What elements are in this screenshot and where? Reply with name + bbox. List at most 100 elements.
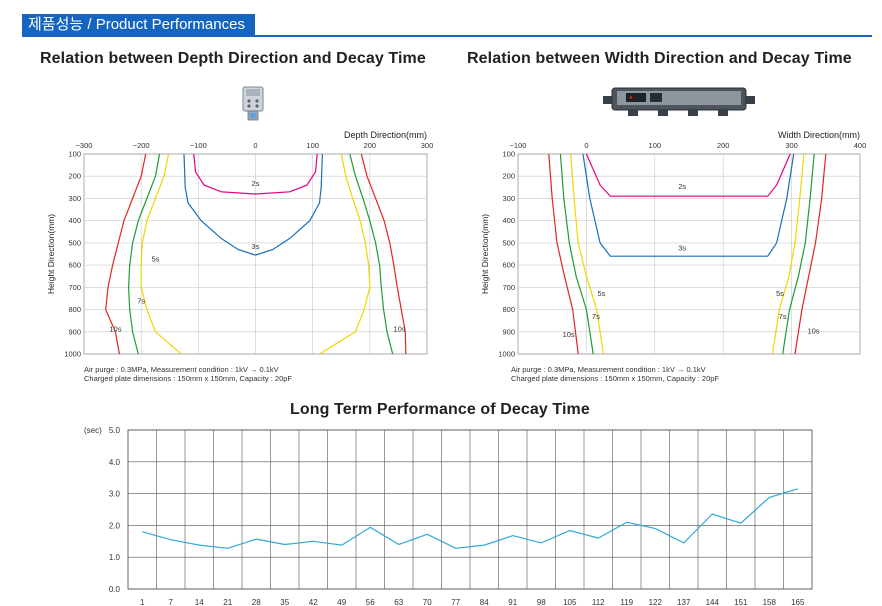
- width-contour-7s: [559, 153, 594, 355]
- depth-contour-7s: [349, 153, 394, 355]
- depth-y-tick-label: 800: [68, 305, 81, 314]
- depth-contour-label-7s: 7s: [137, 297, 145, 306]
- depth-contour-5s: [319, 153, 371, 355]
- depth-y-axis-label: Height Direction(mm): [46, 214, 56, 294]
- section-title-ko: 제품성능: [28, 16, 84, 33]
- longterm-y-tick-label: 3.0: [109, 490, 121, 499]
- longterm-y-tick-label: 2.0: [109, 521, 121, 530]
- width-note-line-1: Air purge : 0.3MPa, Measurement conditio…: [511, 365, 706, 374]
- width-contour-label-5s: 5s: [776, 289, 784, 298]
- longterm-x-tick-label: 98: [537, 598, 546, 606]
- longterm-y-tick-label: 4.0: [109, 458, 121, 467]
- longterm-x-tick-label: 49: [337, 598, 346, 606]
- width-y-tick-label: 500: [502, 238, 515, 247]
- width-x-axis-label: Width Direction(mm): [778, 130, 860, 140]
- width-y-tick-label: 600: [502, 261, 515, 270]
- width-x-tick-label: 300: [785, 141, 798, 150]
- longterm-x-tick-label: 56: [366, 598, 375, 606]
- width-contour-label-3s: 3s: [678, 243, 686, 252]
- longterm-x-tick-label: 122: [649, 598, 663, 606]
- depth-x-tick-label: −100: [190, 141, 207, 150]
- longterm-x-tick-label: 35: [280, 598, 289, 606]
- depth-y-tick-label: 700: [68, 283, 81, 292]
- longterm-x-tick-label: 42: [309, 598, 318, 606]
- depth-contour-3s: [183, 153, 323, 256]
- longterm-chart-title: Long Term Performance of Decay Time: [290, 401, 590, 418]
- longterm-x-tick-label: 28: [252, 598, 261, 606]
- longterm-x-tick-label: 151: [734, 598, 748, 606]
- depth-chart-notes: Air purge : 0.3MPa, Measurement conditio…: [84, 365, 292, 383]
- width-contour-label-10s: 10s: [807, 327, 819, 336]
- depth-note-line-1: Air purge : 0.3MPa, Measurement conditio…: [84, 365, 279, 374]
- longterm-decay-line: [142, 488, 798, 549]
- depth-contour-10s: [360, 153, 407, 355]
- width-contour-2s: [585, 153, 791, 197]
- width-chart-notes: Air purge : 0.3MPa, Measurement conditio…: [511, 365, 719, 383]
- longterm-y-tick-label: 1.0: [109, 553, 121, 562]
- depth-y-tick-label: 100: [68, 150, 81, 159]
- width-x-tick-label: 200: [717, 141, 730, 150]
- longterm-x-tick-label: 84: [480, 598, 489, 606]
- depth-x-tick-label: 300: [421, 141, 434, 150]
- width-contour-label-7s: 7s: [779, 312, 787, 321]
- depth-y-tick-label: 600: [68, 261, 81, 270]
- longterm-x-tick-label: 165: [791, 598, 805, 606]
- depth-contour-label-10s: 10s: [109, 324, 121, 333]
- width-y-tick-label: 700: [502, 283, 515, 292]
- longterm-x-tick-label: 7: [169, 598, 174, 606]
- width-x-tick-label: 100: [649, 141, 662, 150]
- longterm-x-tick-label: 112: [592, 598, 605, 606]
- section-header-rule: [22, 35, 872, 37]
- depth-y-tick-label: 200: [68, 172, 81, 181]
- width-contour-7s: [782, 153, 815, 355]
- width-x-tick-label: 0: [584, 141, 588, 150]
- width-contour-label-10s: 10s: [563, 330, 575, 339]
- width-y-axis-label: Height Direction(mm): [480, 214, 490, 294]
- depth-x-tick-label: 0: [253, 141, 257, 150]
- depth-contour-label-10s: 10s: [394, 324, 406, 333]
- depth-y-tick-label: 300: [68, 194, 81, 203]
- width-x-tick-label: −100: [510, 141, 527, 150]
- width-contour-label-7s: 7s: [592, 312, 600, 321]
- depth-y-tick-label: 400: [68, 216, 81, 225]
- longterm-x-tick-label: 70: [423, 598, 432, 606]
- longterm-x-tick-label: 21: [223, 598, 232, 606]
- width-contour-label-5s: 5s: [597, 289, 605, 298]
- depth-y-tick-label: 500: [68, 238, 81, 247]
- depth-x-tick-label: −300: [76, 141, 93, 150]
- width-chart-title: Relation between Width Direction and Dec…: [467, 50, 852, 67]
- width-y-tick-label: 300: [502, 194, 515, 203]
- depth-contour-label-2s: 2s: [252, 179, 260, 188]
- depth-contour-label-3s: 3s: [252, 242, 260, 251]
- longterm-x-tick-label: 14: [195, 598, 204, 606]
- width-contour-label-2s: 2s: [678, 182, 686, 191]
- depth-y-tick-label: 1000: [64, 350, 81, 359]
- section-header-tag: 제품성능 / Product Performances: [22, 14, 255, 36]
- width-contour-10s: [794, 153, 827, 355]
- width-y-tick-label: 400: [502, 216, 515, 225]
- depth-contour-7s: [127, 153, 161, 355]
- depth-x-tick-label: 200: [364, 141, 377, 150]
- depth-contour-label-5s: 5s: [151, 254, 159, 263]
- longterm-x-tick-label: 105: [563, 598, 577, 606]
- depth-contour-5s: [140, 153, 182, 355]
- section-title-en: Product Performances: [95, 16, 245, 33]
- width-contour-5s: [771, 153, 805, 355]
- depth-note-line-2: Charged plate dimensions : 150mm x 150mm…: [84, 374, 293, 383]
- longterm-x-tick-label: 63: [394, 598, 403, 606]
- depth-x-tick-label: −200: [133, 141, 150, 150]
- width-y-tick-label: 900: [502, 327, 515, 336]
- depth-y-tick-label: 900: [68, 327, 81, 336]
- width-x-tick-label: 400: [854, 141, 867, 150]
- section-title-sep: /: [83, 16, 96, 33]
- depth-chart-title: Relation between Depth Direction and Dec…: [40, 50, 426, 67]
- width-contour-3s: [582, 153, 795, 257]
- depth-x-tick-label: 100: [306, 141, 319, 150]
- longterm-x-tick-label: 144: [706, 598, 720, 606]
- width-contour-10s: [548, 153, 579, 355]
- width-contour-5s: [570, 153, 605, 355]
- width-y-tick-label: 1000: [498, 350, 515, 359]
- width-y-tick-label: 100: [502, 150, 515, 159]
